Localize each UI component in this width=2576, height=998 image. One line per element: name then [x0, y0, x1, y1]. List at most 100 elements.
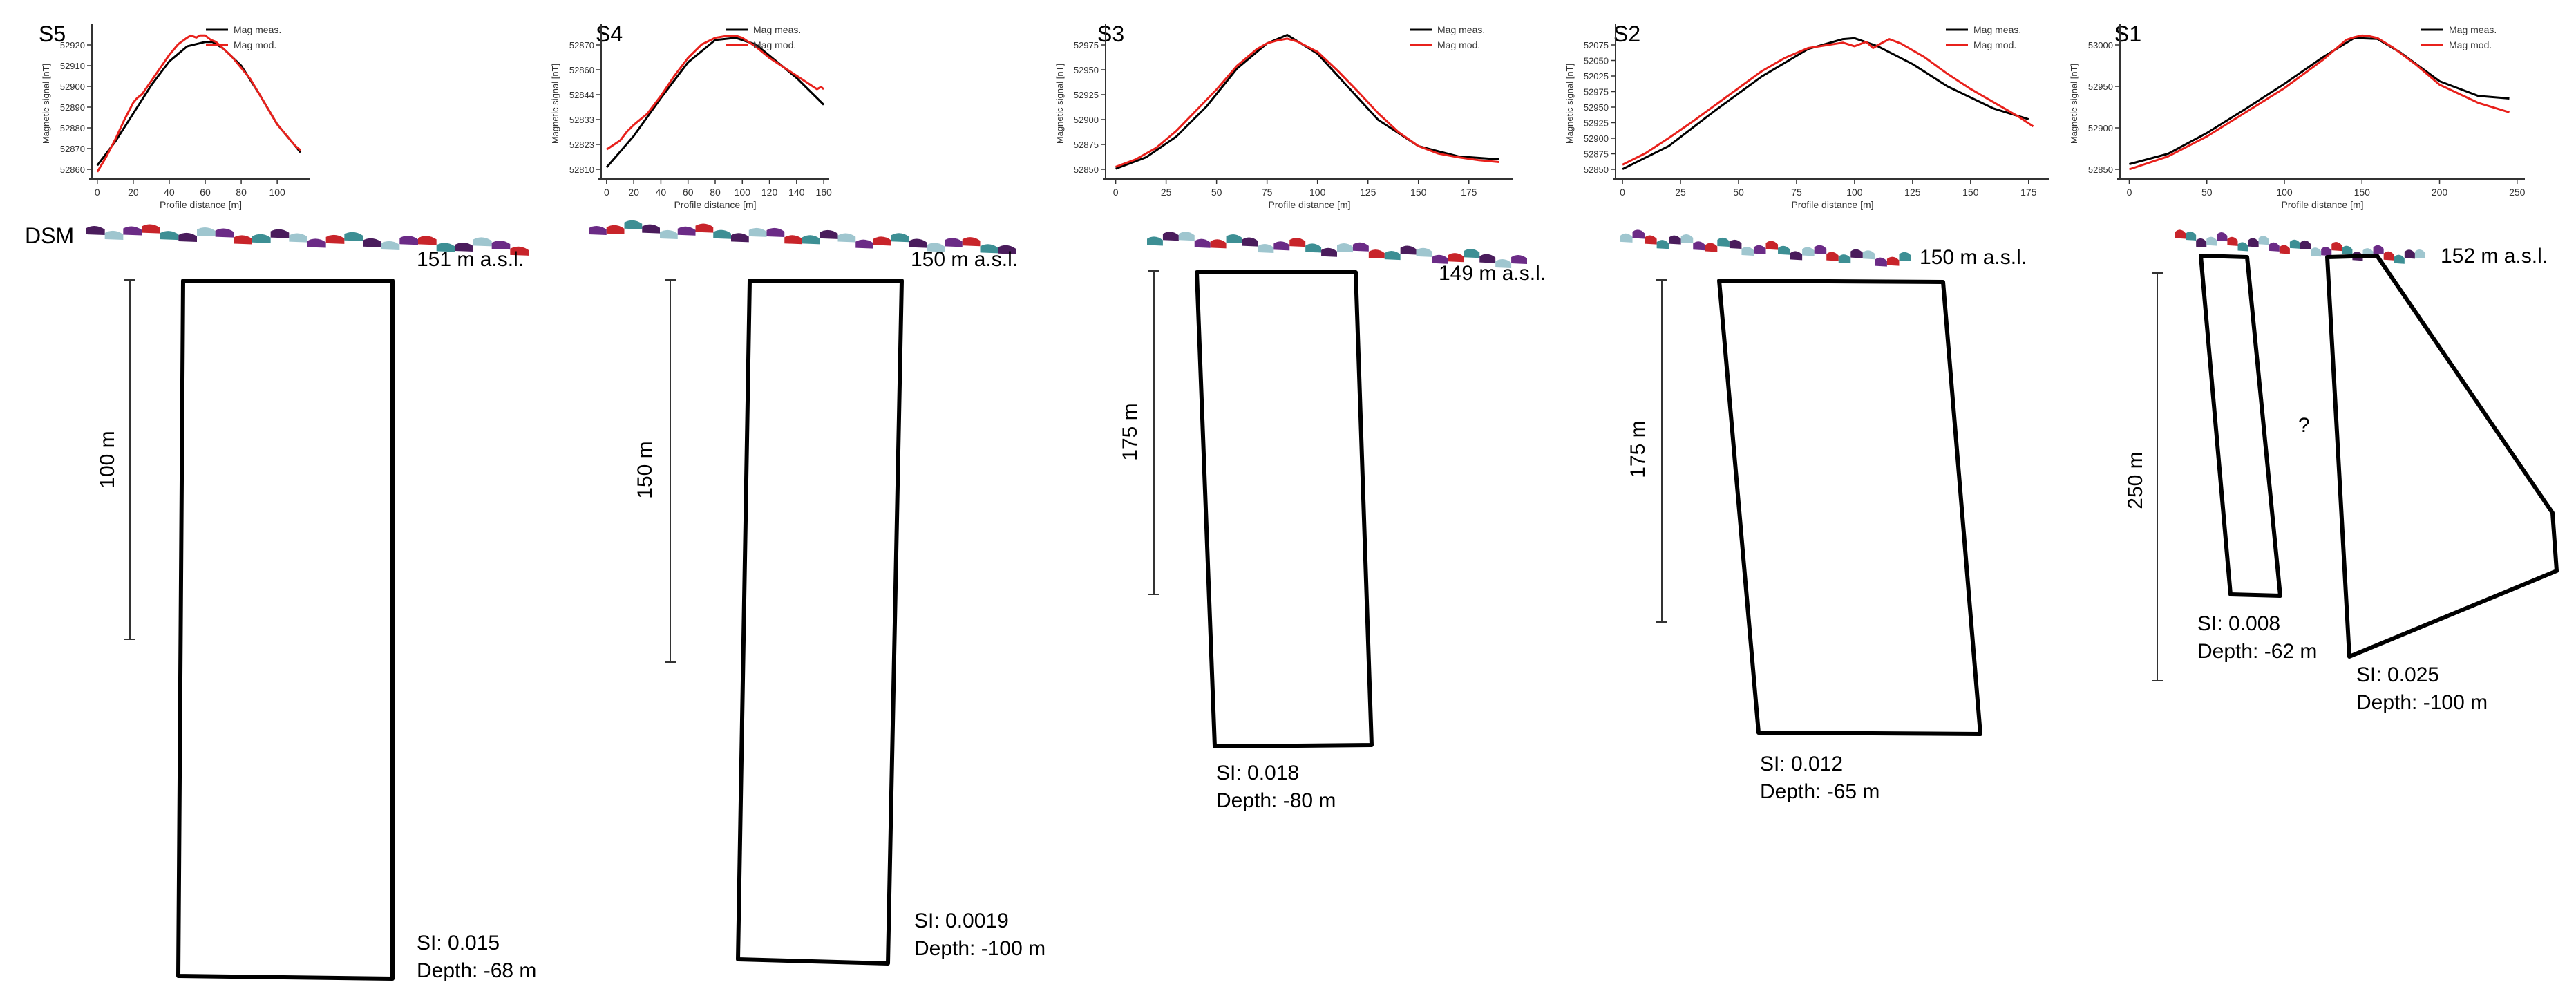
x-tick-label: 175	[2020, 187, 2037, 198]
dsm-segment	[252, 234, 271, 243]
y-tick-label: 52850	[1584, 164, 1609, 175]
y-tick-label: 52900	[1074, 115, 1099, 125]
dsm-segment	[1680, 234, 1694, 244]
x-tick-label: 125	[1360, 187, 1376, 198]
dsm-segment	[1802, 247, 1815, 256]
dsm-segment	[1826, 252, 1839, 261]
dsm-segment	[1645, 235, 1657, 245]
dsm-segment	[2196, 238, 2207, 247]
legend-entry: Mag meas.	[1437, 24, 1485, 35]
dsm-segment	[1899, 252, 1911, 261]
x-tick-label: 150	[1962, 187, 1979, 198]
legend-entry: Mag mod.	[234, 39, 276, 50]
x-tick-label: 80	[710, 187, 721, 198]
dsm-segment	[962, 237, 981, 247]
y-tick-label: 52050	[1584, 56, 1609, 66]
y-tick-label: 52810	[569, 164, 594, 175]
y-tick-label: 52975	[1074, 40, 1099, 50]
x-tick-label: 40	[656, 187, 667, 198]
scale-bar-label: 175 m	[1627, 420, 1649, 478]
dsm-segment	[1886, 256, 1900, 266]
dsm-segment	[1352, 242, 1369, 252]
dsm-segment	[2321, 247, 2332, 256]
dsm-segment	[1194, 238, 1211, 248]
dsm-segment	[731, 233, 749, 243]
uncertainty-mark: ?	[2298, 414, 2310, 437]
dsm-segment	[1729, 239, 1742, 249]
dsm-segment	[1814, 245, 1827, 254]
dsm-segment	[2237, 242, 2248, 252]
panel-s1: S1 0 50 100 150 200 250 Profile distance [m] 528…	[2069, 21, 2559, 714]
dsm-segment	[1753, 245, 1766, 254]
legend-entry: Mag meas.	[2449, 24, 2497, 35]
dsm-segment	[215, 228, 234, 238]
dsm-segment	[1178, 232, 1195, 241]
dsm-segment	[1416, 247, 1432, 257]
dsm-segment	[418, 236, 437, 245]
dsm-segment	[2414, 249, 2425, 259]
y-tick-label: 52870	[569, 40, 594, 50]
dsm-segment	[1162, 232, 1179, 241]
dsm-segment	[2186, 231, 2197, 241]
dsm-segment	[197, 227, 216, 237]
dsm-segment	[642, 224, 660, 234]
x-tick-label: 25	[1161, 187, 1172, 198]
legend-entry: Mag meas.	[753, 24, 801, 35]
y-tick-label: 52025	[1584, 71, 1609, 82]
dsm-segment	[1448, 253, 1464, 263]
x-tick-label: 250	[2509, 187, 2526, 198]
scale-bar-label: 100 m	[96, 431, 119, 488]
source-body-outline	[176, 279, 395, 981]
x-tick-label: 0	[1620, 187, 1625, 198]
dsm-segment	[766, 227, 785, 237]
dsm-segment	[945, 238, 963, 247]
dsm-segment	[2394, 254, 2405, 264]
dsm-segment	[713, 229, 731, 239]
series-mag-measured-line	[2129, 37, 2510, 165]
dsm-segment	[2175, 229, 2186, 239]
series-mag-modeled-line	[1115, 37, 1499, 168]
dsm-segment	[363, 238, 381, 247]
y-tick-label: 52950	[1074, 65, 1099, 75]
dsm-segment	[891, 233, 909, 243]
dsm-segment	[927, 243, 945, 252]
y-tick-label: 52860	[569, 65, 594, 75]
x-tick-label: 0	[95, 187, 100, 198]
dsm-segment	[1778, 245, 1790, 255]
dsm-segment	[1620, 233, 1633, 243]
x-axis-label: Profile distance [m]	[1791, 199, 1873, 210]
panel-label: S2	[1613, 21, 1640, 46]
x-tick-label: 140	[788, 187, 805, 198]
depth-label: Depth: -62 m	[2197, 640, 2317, 663]
dsm-segment	[873, 236, 891, 246]
y-tick-label: 52910	[60, 61, 85, 71]
dsm-elevation-label: 149 m a.s.l.	[1439, 262, 1546, 285]
y-axis-label: Magnetic signal [nT]	[1564, 64, 1575, 144]
y-tick-label: 52823	[569, 140, 594, 150]
dsm-elevation-label: 152 m a.s.l.	[2441, 245, 2548, 267]
x-tick-label: 20	[628, 187, 639, 198]
dsm-segment	[1790, 251, 1803, 261]
dsm-segment	[2342, 245, 2353, 255]
series-mag-measured-line	[1115, 34, 1499, 170]
x-tick-label: 160	[815, 187, 832, 198]
y-tick-label: 52900	[60, 82, 85, 92]
dsm-segment	[1862, 250, 1875, 260]
dsm-segment	[606, 225, 625, 234]
depth-label: Depth: -68 m	[417, 959, 536, 982]
dsm-segment	[1289, 238, 1306, 247]
series-mag-measured-line	[96, 41, 302, 167]
scale-bar-label: 150 m	[634, 441, 656, 498]
series-mag-modeled-line	[2129, 34, 2510, 171]
panel-s4: S4 0 20 40 60 80 100 120 140 160 Profile distance …	[550, 21, 1045, 966]
series-mag-measured-line	[605, 37, 825, 169]
panel-s5: S5 0 20 40 60 80 100 Profile distance [m] 52860 5…	[39, 21, 536, 982]
dsm-segment	[436, 243, 455, 252]
legend-entry: Mag mod.	[1973, 39, 2016, 50]
panel-label: S3	[1097, 21, 1124, 46]
dsm-segment	[1147, 236, 1163, 246]
dsm-segment	[160, 231, 179, 241]
dsm-segment	[1669, 235, 1681, 245]
dsm-segment	[1273, 241, 1290, 251]
x-tick-label: 150	[1410, 187, 1427, 198]
